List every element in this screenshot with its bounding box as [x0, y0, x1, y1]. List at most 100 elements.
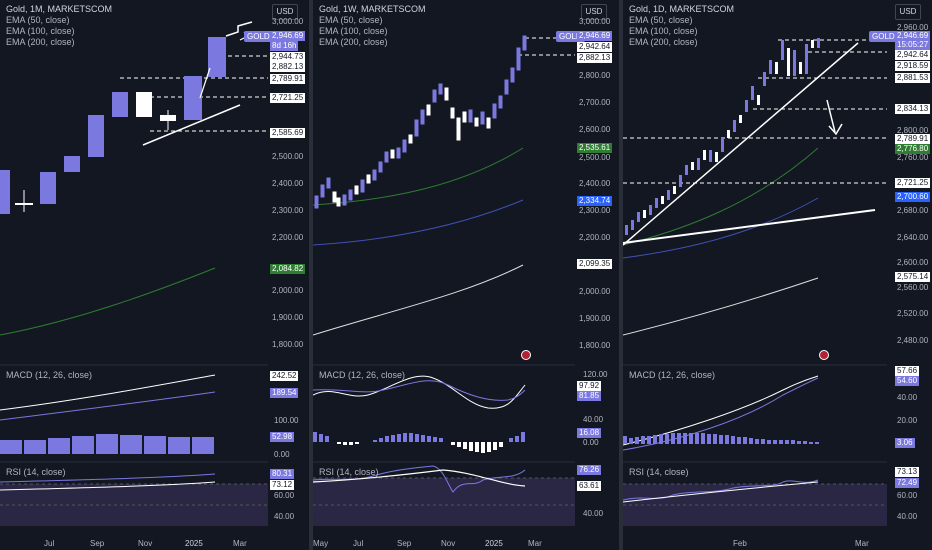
- ema-tag: 2,084.82: [270, 264, 305, 274]
- level-tag: 2,942.64: [895, 50, 930, 60]
- y-tick: 2,520.00: [897, 309, 928, 318]
- macd-tag: 54.60: [895, 376, 919, 386]
- us-flag-icon[interactable]: [819, 350, 829, 360]
- y-tick: 2,300.00: [272, 206, 303, 215]
- macd-tick: 0.00: [274, 450, 290, 459]
- macd-hist-tag: 3.06: [895, 438, 915, 448]
- chart-panel-monthly[interactable]: Gold, 1M, MARKETSCOM EMA (50, close) EMA…: [0, 0, 309, 550]
- level-tag: 2,942.64: [577, 42, 612, 52]
- level-tag: 2,789.91: [270, 74, 305, 84]
- rsi-title: RSI (14, close): [629, 467, 689, 477]
- macd-tag: 189.54: [270, 388, 298, 398]
- x-label: Mar: [528, 539, 542, 548]
- y-tick: 2,700.00: [579, 98, 610, 107]
- x-label: Nov: [138, 539, 152, 548]
- level-tag: 2,882.13: [577, 53, 612, 63]
- price-tag: 2,946.69: [577, 31, 612, 41]
- ema-tag: 2,334.74: [577, 196, 612, 206]
- x-label: Mar: [855, 539, 869, 548]
- x-label: Nov: [441, 539, 455, 548]
- level-tag: 2,834.13: [895, 104, 930, 114]
- macd-tick: 20.00: [897, 416, 917, 425]
- macd-title: MACD (12, 26, close): [319, 370, 405, 380]
- ema-tag: 2,535.61: [577, 143, 612, 153]
- y-tick: 2,200.00: [272, 233, 303, 242]
- macd-tick: 100.00: [274, 416, 298, 425]
- us-flag-icon[interactable]: [521, 350, 531, 360]
- x-label: Sep: [90, 539, 104, 548]
- rsi-tag: 72.49: [895, 478, 919, 488]
- macd-title: MACD (12, 26, close): [6, 370, 92, 380]
- y-tick: 2,400.00: [579, 179, 610, 188]
- y-tick: 2,400.00: [272, 179, 303, 188]
- y-tick: 2,760.00: [897, 153, 928, 162]
- macd-tick: 40.00: [897, 393, 917, 402]
- macd-tag: 242.52: [270, 371, 298, 381]
- countdown-tag: 8d 16h: [270, 41, 298, 51]
- ema-tag: 2,099.35: [577, 259, 612, 269]
- rsi-tick: 40.00: [274, 512, 294, 521]
- level-tag: 2,882.13: [270, 62, 305, 72]
- y-tick: 1,800.00: [579, 341, 610, 350]
- level-tag: 2,918.59: [895, 61, 930, 71]
- x-label: Sep: [397, 539, 411, 548]
- ema-tag: 2,575.14: [895, 272, 930, 282]
- y-tick: 2,300.00: [579, 206, 610, 215]
- y-tick: 2,000.00: [272, 286, 303, 295]
- y-tick: 2,680.00: [897, 206, 928, 215]
- x-label: May: [313, 539, 328, 548]
- y-tick: 2,800.00: [579, 71, 610, 80]
- macd-tick: 120.00: [583, 370, 607, 379]
- y-tick: 2,200.00: [579, 233, 610, 242]
- level-tag: 2,944.73: [270, 52, 305, 62]
- rsi-tag: 73.13: [895, 467, 919, 477]
- y-tick: 2,600.00: [897, 258, 928, 267]
- rsi-tag: 63.61: [577, 481, 601, 491]
- y-tick: 1,900.00: [579, 314, 610, 323]
- x-label: Jul: [353, 539, 363, 548]
- level-tag: 2,721.25: [270, 93, 305, 103]
- y-tick: 3,000.00: [579, 17, 610, 26]
- macd-tag: 97.92: [577, 381, 601, 391]
- rsi-tick: 60.00: [897, 491, 917, 500]
- macd-tag: 57.66: [895, 366, 919, 376]
- x-label: Jul: [44, 539, 54, 548]
- price-tag: 2,946.69: [270, 31, 305, 41]
- rsi-tag: 76.26: [577, 465, 601, 475]
- x-label: 2025: [485, 539, 503, 548]
- ema-tag: 2,700.60: [895, 192, 930, 202]
- y-tick: 2,560.00: [897, 283, 928, 292]
- chart-panel-weekly[interactable]: Gold, 1W, MARKETSCOM EMA (50, close) EMA…: [313, 0, 619, 550]
- y-tick: 1,800.00: [272, 340, 303, 349]
- level-tag: 2,881.53: [895, 73, 930, 83]
- rsi-title: RSI (14, close): [6, 467, 66, 477]
- rsi-tick: 40.00: [583, 509, 603, 518]
- macd-tick: 40.00: [583, 415, 603, 424]
- y-tick: 1,900.00: [272, 313, 303, 322]
- chart-panel-daily[interactable]: Gold, 1D, MARKETSCOM EMA (50, close) EMA…: [623, 0, 932, 550]
- y-tick: 2,600.00: [579, 125, 610, 134]
- y-tick: 3,000.00: [272, 17, 303, 26]
- y-tick: 2,480.00: [897, 336, 928, 345]
- rsi-tick: 40.00: [897, 512, 917, 521]
- level-tag: 2,585.69: [270, 128, 305, 138]
- y-tick: 2,500.00: [272, 152, 303, 161]
- x-label: 2025: [185, 539, 203, 548]
- rsi-title: RSI (14, close): [319, 467, 379, 477]
- rsi-tag: 73.12: [270, 480, 294, 490]
- y-tick: 2,640.00: [897, 233, 928, 242]
- symbol-badge: GOLD: [869, 31, 898, 42]
- x-label: Feb: [733, 539, 747, 548]
- macd-hist-tag: 52.98: [270, 432, 294, 442]
- rsi-tag: 80.31: [270, 469, 294, 479]
- symbol-badge: GOLD: [244, 31, 273, 42]
- rsi-tick: 60.00: [274, 491, 294, 500]
- macd-tick: 0.00: [583, 438, 599, 447]
- level-tag: 2,789.91: [895, 134, 930, 144]
- level-tag: 2,721.25: [895, 178, 930, 188]
- countdown-tag: 15:05:27: [895, 40, 930, 50]
- y-tick: 2,000.00: [579, 287, 610, 296]
- x-label: Mar: [233, 539, 247, 548]
- macd-tag: 81.85: [577, 391, 601, 401]
- macd-hist-tag: 16.08: [577, 428, 601, 438]
